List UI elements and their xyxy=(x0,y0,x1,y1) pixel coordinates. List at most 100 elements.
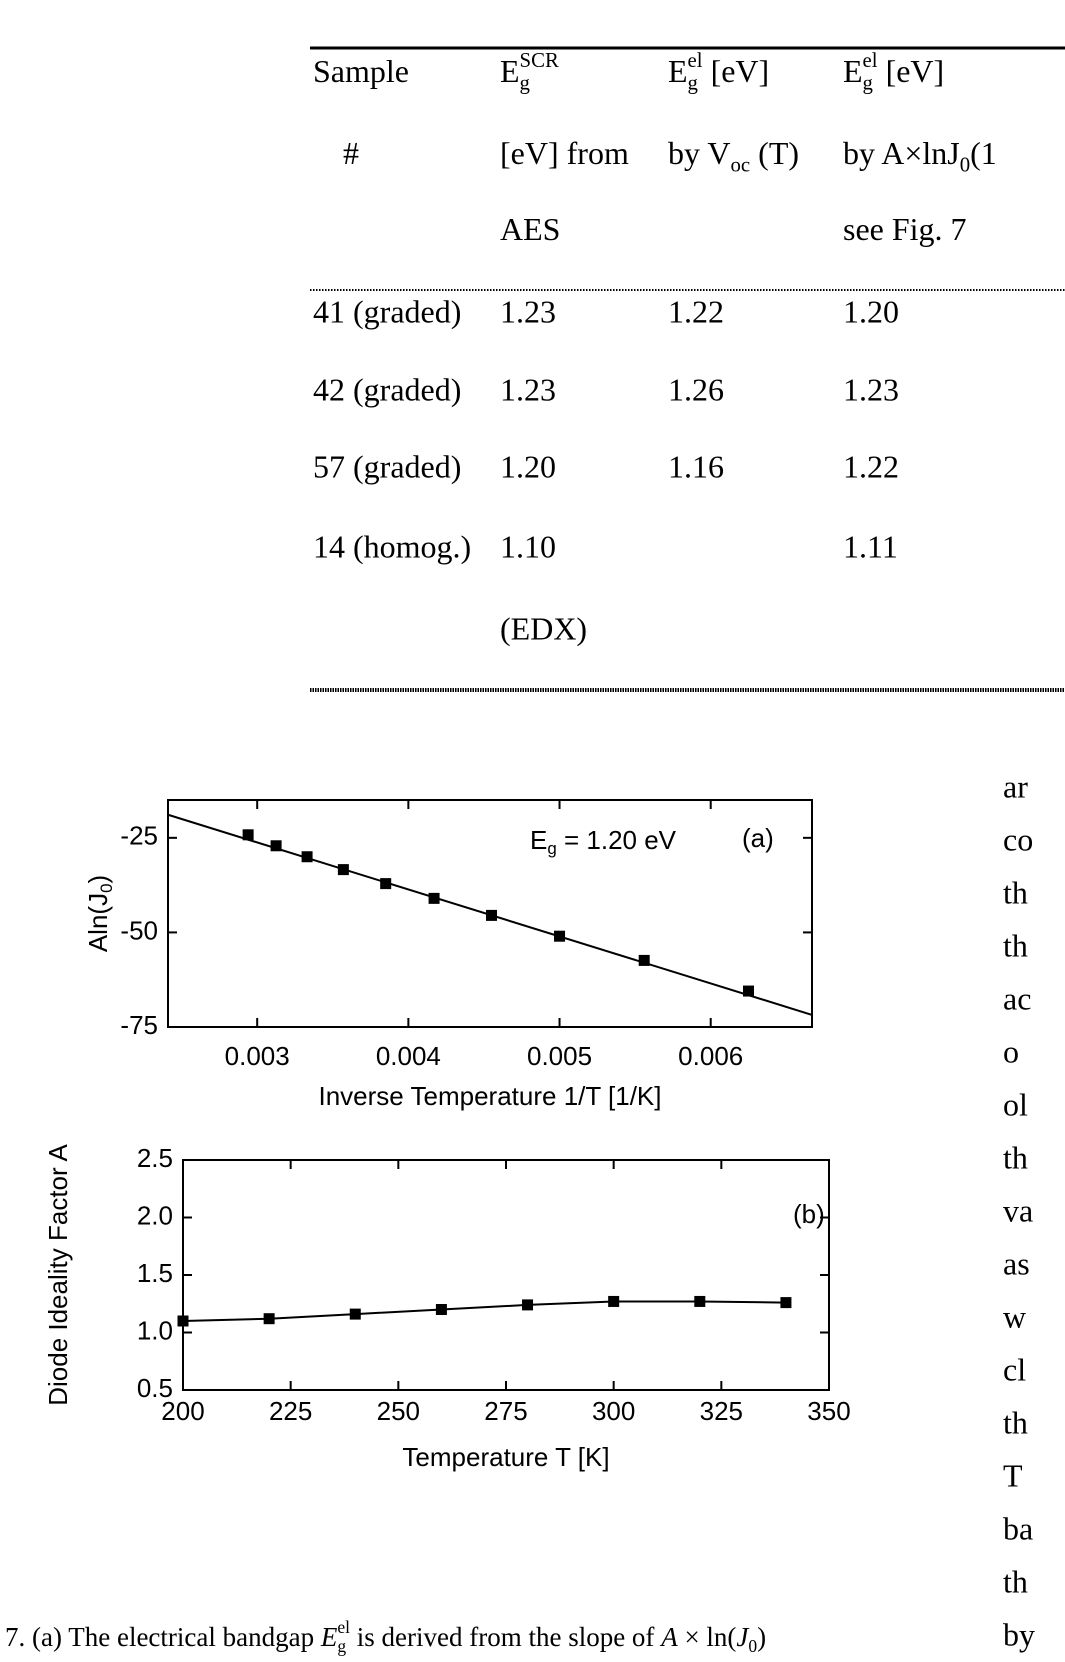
table-header-cell: [eV] from xyxy=(500,135,629,171)
text-run: see Fig. 7 xyxy=(843,211,967,247)
side-column-text: o xyxy=(1003,1033,1019,1069)
side-column-text: th xyxy=(1003,927,1028,963)
text-run: el xyxy=(688,49,703,72)
x-tick-label: 250 xyxy=(377,1396,420,1426)
side-column-text: ac xyxy=(1003,980,1031,1016)
table-cell: 1.26 xyxy=(668,371,724,407)
annotation: Eg = 1.20 eV xyxy=(530,825,677,858)
data-point xyxy=(638,954,650,966)
y-tick-label: 1.5 xyxy=(137,1258,173,1288)
table-header-cell: Egel [eV] xyxy=(843,49,944,94)
table-cell: 57 (graded) xyxy=(313,448,461,484)
table-cell: 1.22 xyxy=(668,293,724,329)
y-tick-label: 1.0 xyxy=(137,1315,173,1345)
table-cell: 1.23 xyxy=(500,293,556,329)
side-column-text: ba xyxy=(1003,1510,1033,1546)
x-tick-label: 0.006 xyxy=(678,1041,743,1071)
side-column-text: ol xyxy=(1003,1086,1028,1122)
text-run: SCR xyxy=(520,49,559,72)
table-header-cell: see Fig. 7 xyxy=(843,211,967,247)
table-cell: 42 (graded) xyxy=(313,371,461,407)
table-cell: 1.11 xyxy=(843,528,898,564)
side-column-text: th xyxy=(1003,1139,1028,1175)
text-run: 0 xyxy=(748,1636,757,1656)
data-point xyxy=(608,1295,620,1307)
y-axis-title: Diode Ideality Factor A xyxy=(43,1144,73,1406)
table-cell: (EDX) xyxy=(500,610,587,646)
text-run: ) xyxy=(757,1622,766,1652)
text-run: Inverse Temperature 1/T [1/K] xyxy=(319,1081,662,1111)
x-tick-label: 350 xyxy=(807,1396,850,1426)
text-run: g xyxy=(520,71,530,94)
table-header-cell: Egel [eV] xyxy=(668,49,769,94)
text-run: el xyxy=(863,49,878,72)
y-tick-label: 2.0 xyxy=(137,1200,173,1230)
text-run: g xyxy=(547,839,556,858)
figure-caption: 7. (a) The electrical bandgap Egel is de… xyxy=(5,1617,766,1656)
y-axis-title: Aln(J0) xyxy=(83,875,116,952)
text-run: [eV] xyxy=(703,53,770,89)
table-cell: 1.23 xyxy=(500,371,556,407)
text-run: AES xyxy=(500,211,560,247)
text-run: 0 xyxy=(960,153,970,176)
data-line xyxy=(167,813,813,1016)
text-run: E xyxy=(843,53,863,89)
table-header-cell: # xyxy=(343,135,359,171)
table-cell: 1.16 xyxy=(668,448,724,484)
data-point xyxy=(522,1299,534,1311)
annotation: (a) xyxy=(742,823,774,853)
side-column-text: ar xyxy=(1003,768,1028,804)
data-point xyxy=(694,1295,706,1307)
data-point xyxy=(380,878,392,890)
text-run: E xyxy=(320,1622,338,1652)
text-run: 0 xyxy=(97,884,116,893)
data-line xyxy=(182,1300,786,1322)
text-run: 7. (a) The electrical bandgap xyxy=(5,1622,321,1652)
table-header-cell: by Voc (T) xyxy=(668,135,799,176)
table-cell: 1.22 xyxy=(843,448,899,484)
side-column-text: as xyxy=(1003,1245,1030,1281)
text-run: (T) xyxy=(750,135,799,171)
data-point xyxy=(349,1308,361,1320)
y-tick-label: 2.5 xyxy=(137,1143,173,1173)
table-header-cell: Sample xyxy=(313,53,409,89)
y-tick-label: -50 xyxy=(120,915,158,945)
data-point xyxy=(263,1313,275,1325)
text-run: Aln(J xyxy=(83,893,113,952)
text-run: Sample xyxy=(313,53,409,89)
text-run: = 1.20 eV xyxy=(557,825,677,855)
text-run: ) xyxy=(83,875,113,884)
text-run: el xyxy=(337,1617,350,1637)
text-run: (a) xyxy=(742,823,774,853)
text-run: (b) xyxy=(793,1199,825,1229)
text-run: by A×lnJ xyxy=(843,135,960,171)
table-cell: 1.23 xyxy=(843,371,899,407)
data-point xyxy=(177,1315,189,1327)
data-point xyxy=(743,985,755,997)
plot-frame xyxy=(167,799,813,1028)
x-tick-label: 225 xyxy=(269,1396,312,1426)
text-run: Temperature T [K] xyxy=(402,1442,609,1472)
annotation: (b) xyxy=(793,1199,825,1229)
y-tick-label: 0.5 xyxy=(137,1373,173,1403)
text-run: E xyxy=(500,53,520,89)
side-column-text: va xyxy=(1003,1192,1033,1228)
x-tick-label: 200 xyxy=(161,1396,204,1426)
y-tick-label: -75 xyxy=(120,1010,158,1040)
text-run: [eV] from xyxy=(500,135,629,171)
data-point xyxy=(780,1297,792,1309)
x-tick-label: 275 xyxy=(484,1396,527,1426)
table-cell: 14 (homog.) xyxy=(313,528,471,564)
text-run: by V xyxy=(668,135,731,171)
x-tick-label: 325 xyxy=(700,1396,743,1426)
table-header-cell: EgSCR xyxy=(500,49,559,94)
table-header-cell: by A×lnJ0(1 xyxy=(843,135,997,176)
text-run: # xyxy=(343,135,359,171)
text-run: E xyxy=(668,53,688,89)
text-run: g xyxy=(863,71,873,94)
text-run: Diode Ideality Factor A xyxy=(43,1144,73,1406)
text-run: g xyxy=(337,1636,346,1656)
table-cell: 1.10 xyxy=(500,528,556,564)
x-axis-title: Inverse Temperature 1/T [1/K] xyxy=(319,1081,662,1111)
